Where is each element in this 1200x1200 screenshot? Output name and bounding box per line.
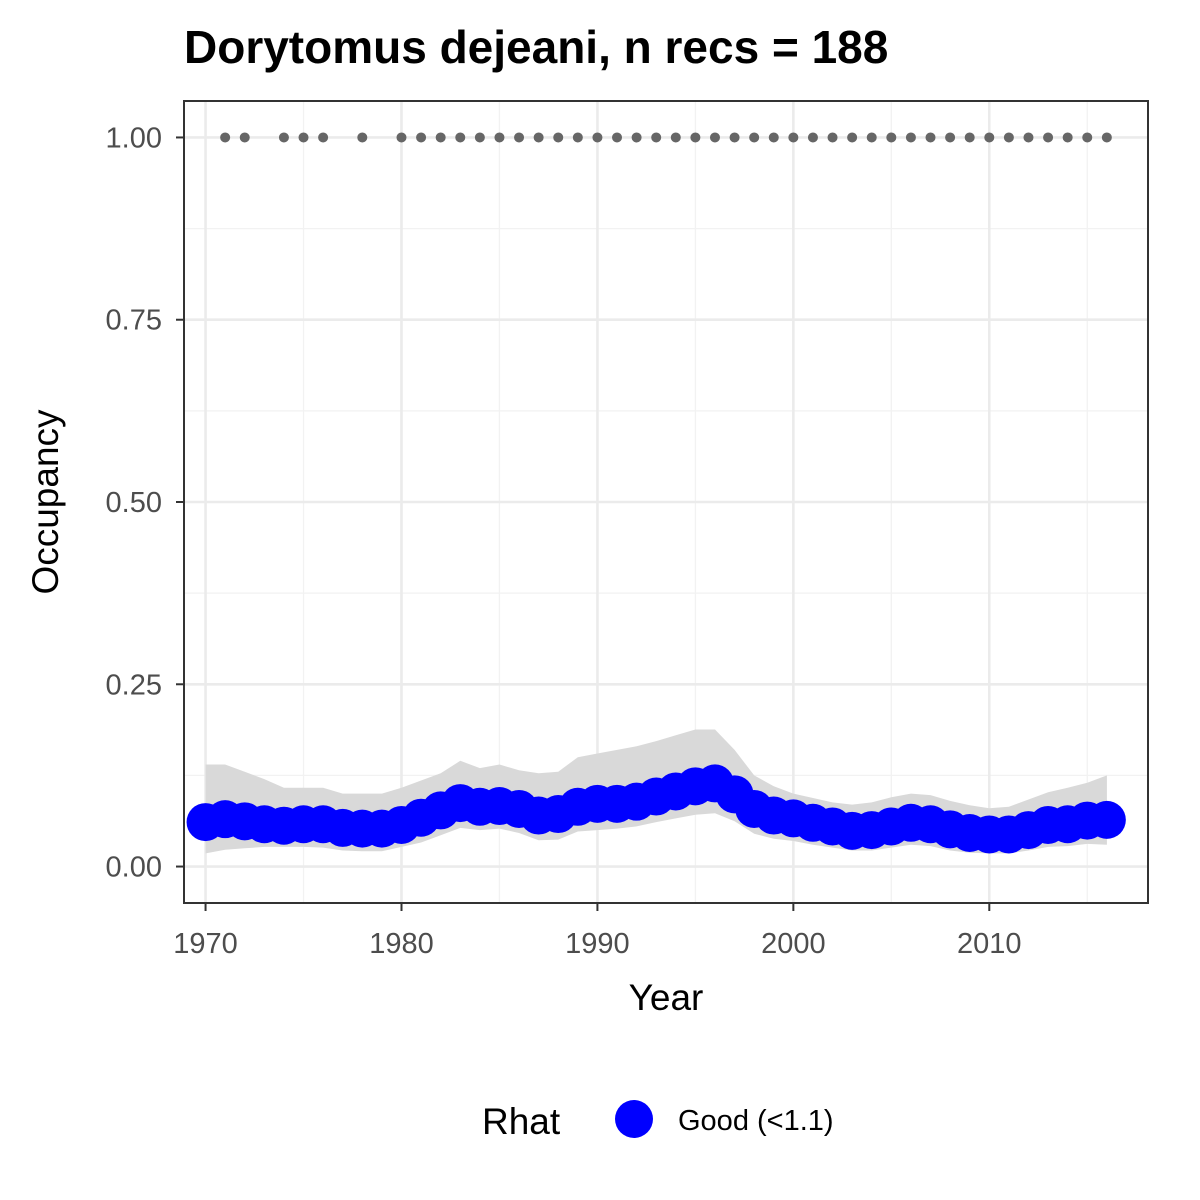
record-years-layer [220,132,1112,143]
record-year-point [847,132,858,143]
chart-title: Dorytomus dejeani, n recs = 188 [184,21,888,73]
y-tick-label: 0.50 [106,487,162,519]
record-year-point [239,132,250,143]
record-year-point [690,132,701,143]
record-year-point [1101,132,1112,143]
record-year-point [964,132,975,143]
x-axis: 1970 1980 1990 2000 2010 [173,903,1022,960]
series-layer [186,764,1126,854]
record-year-point [1003,132,1014,143]
record-year-point [435,132,446,143]
record-year-point [651,132,662,143]
record-year-point [807,132,818,143]
record-year-point [298,132,309,143]
record-year-point [514,132,525,143]
legend-key-good [615,1100,653,1138]
record-year-point [357,132,368,143]
legend-title: Rhat [482,1101,561,1142]
x-tick-label: 1980 [369,928,434,960]
record-year-point [749,132,760,143]
record-year-point [984,132,995,143]
record-year-point [612,132,623,143]
y-tick-label: 1.00 [106,122,162,154]
record-year-point [1062,132,1073,143]
record-year-point [553,132,564,143]
record-year-point [533,132,544,143]
record-year-point [416,132,427,143]
record-year-point [788,132,799,143]
x-tick-label: 1990 [565,928,630,960]
x-axis-title: Year [629,977,704,1018]
occupancy-point [1087,800,1126,839]
record-year-point [474,132,485,143]
record-year-point [1082,132,1093,143]
record-year-point [945,132,956,143]
y-axis: 0.00 0.25 0.50 0.75 1.00 [106,122,184,884]
record-year-point [1043,132,1054,143]
record-year-point [729,132,740,143]
record-year-point [709,132,720,143]
record-year-point [866,132,877,143]
record-year-point [278,132,289,143]
record-year-point [592,132,603,143]
y-tick-label: 0.00 [106,852,162,884]
record-year-point [318,132,329,143]
record-year-point [925,132,936,143]
record-year-point [572,132,583,143]
record-year-point [396,132,407,143]
legend-label-good: Good (<1.1) [678,1105,834,1137]
record-year-point [631,132,642,143]
record-year-point [455,132,466,143]
x-tick-label: 2010 [957,928,1022,960]
record-year-point [220,132,231,143]
record-year-point [905,132,916,143]
legend: Rhat Good (<1.1) [482,1100,834,1142]
x-tick-label: 2000 [761,928,826,960]
x-tick-label: 1970 [173,928,238,960]
record-year-point [494,132,505,143]
record-year-point [886,132,897,143]
y-tick-label: 0.75 [106,305,162,337]
record-year-point [768,132,779,143]
record-year-point [827,132,838,143]
record-year-point [1023,132,1034,143]
y-tick-label: 0.25 [106,669,162,701]
y-axis-title: Occupancy [25,409,66,595]
record-year-point [670,132,681,143]
